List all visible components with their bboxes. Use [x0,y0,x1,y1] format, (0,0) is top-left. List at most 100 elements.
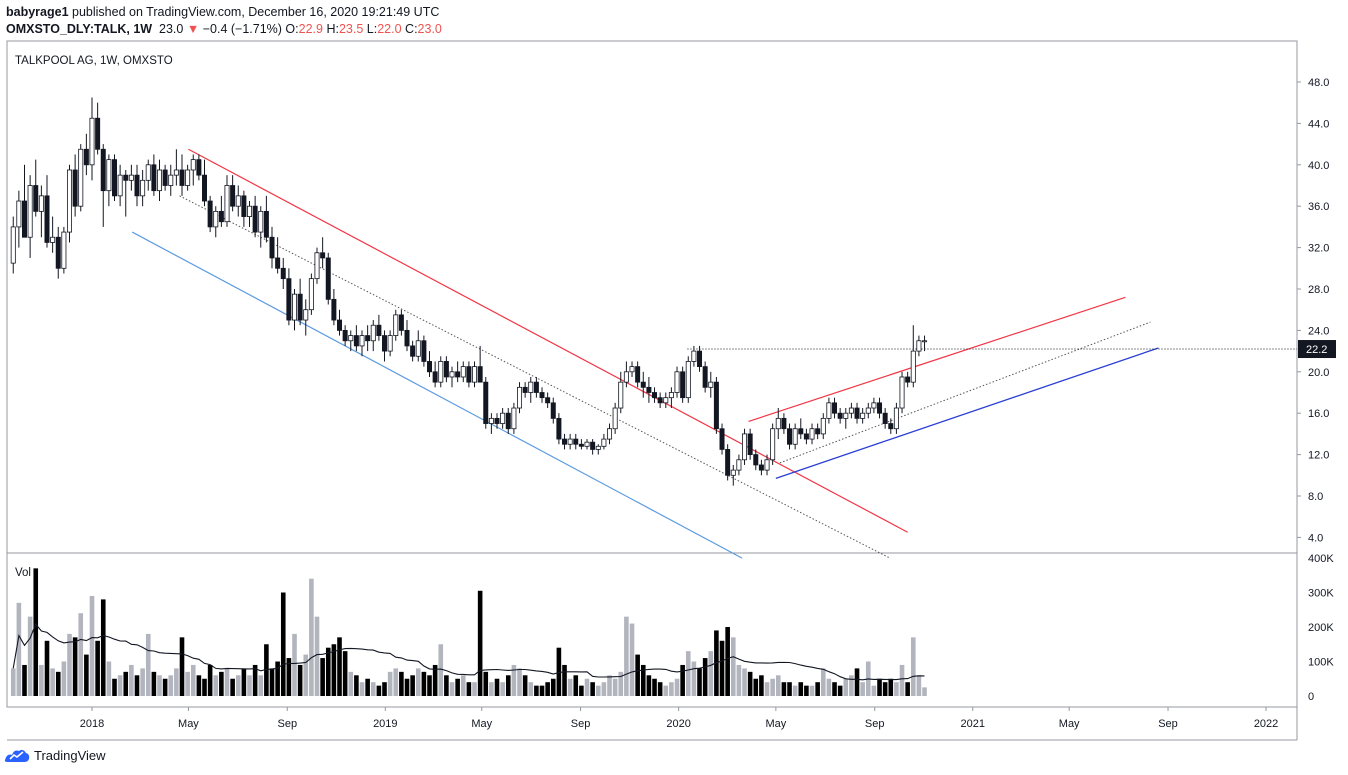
current-price-box [1298,340,1336,359]
trend-line-upper-red [188,148,908,533]
candle-body [382,335,388,352]
candle-body [275,257,281,269]
volume-bar [309,578,314,696]
candle-body [758,464,764,471]
candle-body [899,376,905,409]
price-tick-label: 28.0 [1308,284,1329,296]
candle-body [820,417,826,435]
candle-body [517,386,523,409]
candle-body [803,433,809,440]
volume-bar [61,661,67,696]
candle-body [427,361,433,373]
candle-body [697,350,703,368]
candle-body [190,159,196,171]
volume-bar [252,664,258,696]
volume-tick-label: 300K [1308,588,1334,600]
candle-body [483,381,489,424]
close-label: C: [405,22,418,36]
candle-body [21,200,27,238]
footer-branding[interactable]: TradingView [4,747,106,763]
candle-body [376,324,382,336]
symbol-label[interactable]: OMXSTO_DLY:TALK, 1W [6,22,153,36]
volume-bar [16,602,22,696]
candle-body [629,366,635,373]
volume-bar [680,664,685,696]
volume-bar [145,633,151,696]
volume-bar [185,671,190,696]
candle-body [652,392,658,399]
candle-body [635,366,641,383]
candle-body [432,371,438,383]
volume-bar [427,675,432,696]
volume-bar [702,658,708,696]
volume-bar [50,668,55,696]
candle-body [877,402,883,414]
volume-bar [387,671,393,696]
volume-axis[interactable]: 400K 300K 200K 100K 0 [1308,553,1334,703]
volume-bar [742,668,747,696]
candle-body [533,381,539,393]
candle-body [646,386,652,393]
volume-bar [320,658,325,696]
volume-bar [410,675,415,696]
volume-bar [72,637,78,696]
volume-bar [129,664,134,696]
volume-bar [207,664,213,696]
price-tick-label: 20.0 [1308,367,1329,379]
candle-body [44,195,50,243]
candle-body [623,371,629,383]
candle-body [567,438,573,445]
trend-lines[interactable] [131,148,1297,559]
price-tick-label: 36.0 [1308,201,1329,213]
candle-body [72,169,78,207]
current-price-marker: 22.2 [1298,340,1336,359]
volume-tick-label: 100K [1308,657,1334,669]
volume-bar [725,627,730,696]
candle-body [685,361,691,399]
publisher-name[interactable]: babyrage1 [6,5,69,19]
candle-body [511,407,517,430]
candle-body [128,174,134,181]
candle-body [792,428,798,445]
candle-body [438,361,444,383]
chart-frame [6,40,1298,741]
volume-moving-average [12,623,925,681]
candle-body [218,210,224,223]
volume-bar [230,678,235,696]
volume-bar [612,678,618,696]
candle-body [713,381,719,430]
time-tick-label: 2022 [1254,718,1278,730]
candle-body [832,402,838,414]
volume-bar [719,640,725,696]
open-label: O: [285,22,299,36]
chart-header: babyrage1 published on TradingView.com, … [6,4,442,38]
candle-body [488,417,494,424]
candle-body [134,174,140,197]
price-axis[interactable]: 48.0 44.0 40.0 36.0 32.0 28.0 24.0 20.0 16.0 12.0… [1297,77,1329,544]
close-value: 23.0 [417,22,442,36]
candle-body [258,210,264,233]
publish-line: babyrage1 published on TradingView.com, … [6,4,442,21]
candle-body [736,459,742,471]
candle-body [916,340,922,352]
volume-bar [359,682,365,696]
volume-bar [511,664,517,696]
volume-bar [460,675,466,696]
volume-bar [365,678,370,696]
candle-body [787,428,793,445]
candle-body [562,438,568,445]
candle-body [286,278,292,321]
volume-bar [635,654,640,696]
candle-body [528,381,534,393]
time-axis[interactable]: 2018 May Sep 2019 May Sep 2020 May Sep 2021 May Sep… [80,707,1279,730]
time-tick-label: Sep [1158,718,1178,730]
volume-bar [753,678,759,696]
volume-label: Vol [15,567,31,579]
price-tick-label: 48.0 [1308,77,1329,89]
volume-bar [292,633,297,696]
candle-body [550,402,556,419]
volume-bar [573,675,579,696]
volume-bar [78,613,84,696]
volume-bar [123,671,129,696]
